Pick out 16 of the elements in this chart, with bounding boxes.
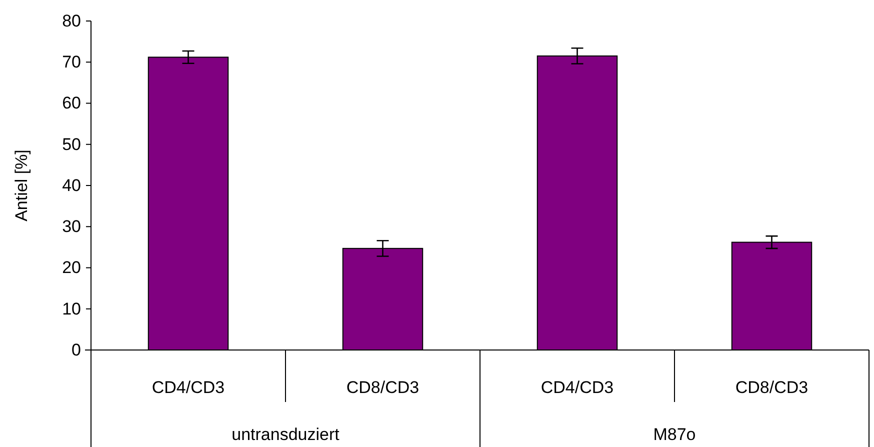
x-tick-label: CD4/CD3 [152, 378, 225, 397]
y-tick-label: 0 [72, 340, 81, 360]
y-tick-label: 50 [62, 134, 81, 154]
y-tick-label: 10 [62, 299, 81, 318]
y-tick-label: 40 [62, 176, 81, 195]
text: untransduziert [232, 425, 340, 444]
x-tick-label: CD4/CD3 [540, 378, 614, 397]
y-tick-label: 80 [62, 11, 81, 30]
x-tick-label: CD8/CD3 [346, 378, 420, 397]
y-axis-title: Antiel [%] [12, 150, 31, 222]
text: M87o [653, 425, 696, 444]
x-tick-label: CD8/CD3 [735, 378, 808, 397]
y-tick-label: 70 [62, 52, 81, 72]
y-tick-label: 60 [62, 94, 81, 113]
y-tick-label: 20 [62, 258, 81, 278]
y-tick-label: 30 [62, 217, 81, 236]
